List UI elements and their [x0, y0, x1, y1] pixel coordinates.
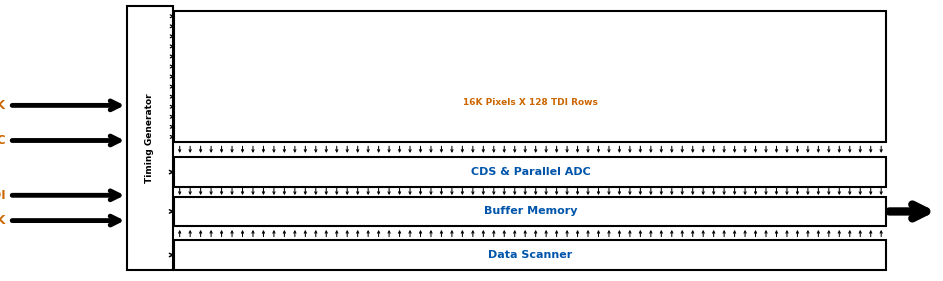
Text: CDS & Parallel ADC: CDS & Parallel ADC	[471, 167, 590, 177]
Text: SYNC: SYNC	[0, 134, 6, 147]
Bar	[354, 21, 389, 124]
Text: 16K Pixels X 128 TDI Rows: 16K Pixels X 128 TDI Rows	[463, 98, 598, 107]
Bar	[174, 157, 886, 187]
Bar	[410, 39, 462, 107]
Bar	[174, 197, 886, 226]
Bar	[212, 22, 248, 124]
Bar	[127, 6, 173, 270]
Bar	[354, 22, 429, 41]
Bar	[599, 104, 684, 122]
Text: Data Scanner: Data Scanner	[488, 250, 572, 260]
Text: Timing Generator: Timing Generator	[145, 93, 155, 182]
Text: SCK: SCK	[0, 214, 6, 227]
Text: MCLK: MCLK	[0, 99, 6, 112]
Bar	[354, 104, 429, 122]
Bar	[174, 11, 886, 142]
Bar	[184, 21, 278, 41]
Text: Buffer Memory: Buffer Memory	[484, 207, 577, 216]
Text: SDI: SDI	[0, 189, 6, 202]
Bar	[660, 39, 721, 107]
Bar	[174, 240, 886, 270]
Bar	[599, 22, 684, 41]
Bar	[526, 21, 562, 124]
Bar	[599, 21, 635, 124]
